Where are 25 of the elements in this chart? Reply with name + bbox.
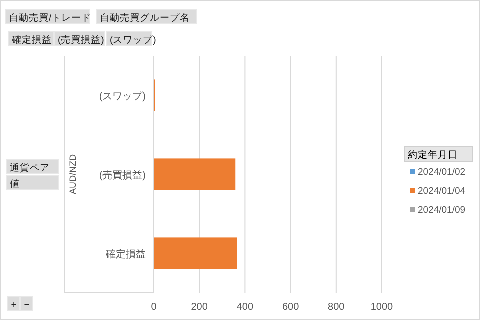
y-axis-title: AUD/NZD	[68, 154, 78, 194]
text: 自動売買/トレード	[9, 12, 92, 24]
x-tick-label: 600	[282, 302, 300, 313]
text: 自動売買グループ名	[100, 12, 190, 24]
text: (売買損益)	[58, 34, 104, 46]
x-tick-label: 200	[191, 302, 208, 313]
text: +	[11, 300, 18, 311]
bar	[154, 238, 238, 270]
y-tick-label: (スワップ)	[99, 90, 146, 102]
bar	[154, 158, 236, 190]
x-tick-label: 1000	[370, 302, 394, 313]
legend-label: 2024/01/02	[418, 167, 466, 178]
y-tick-label: (売買損益)	[99, 170, 146, 182]
legend-label: 2024/01/09	[418, 205, 466, 216]
text: −	[24, 300, 30, 311]
legend-label: 2024/01/04	[418, 186, 466, 197]
x-tick-label: 400	[236, 302, 254, 313]
text: 通貨ペア	[10, 162, 50, 174]
x-tick-label: 0	[151, 302, 158, 313]
text: 値	[10, 178, 20, 190]
x-tick-label: 800	[328, 302, 346, 313]
y-tick-label: 確定損益	[105, 248, 146, 260]
legend-title: 約定年月日	[408, 149, 458, 161]
text: 確定損益	[11, 34, 52, 46]
text: (スワップ)	[110, 34, 156, 46]
